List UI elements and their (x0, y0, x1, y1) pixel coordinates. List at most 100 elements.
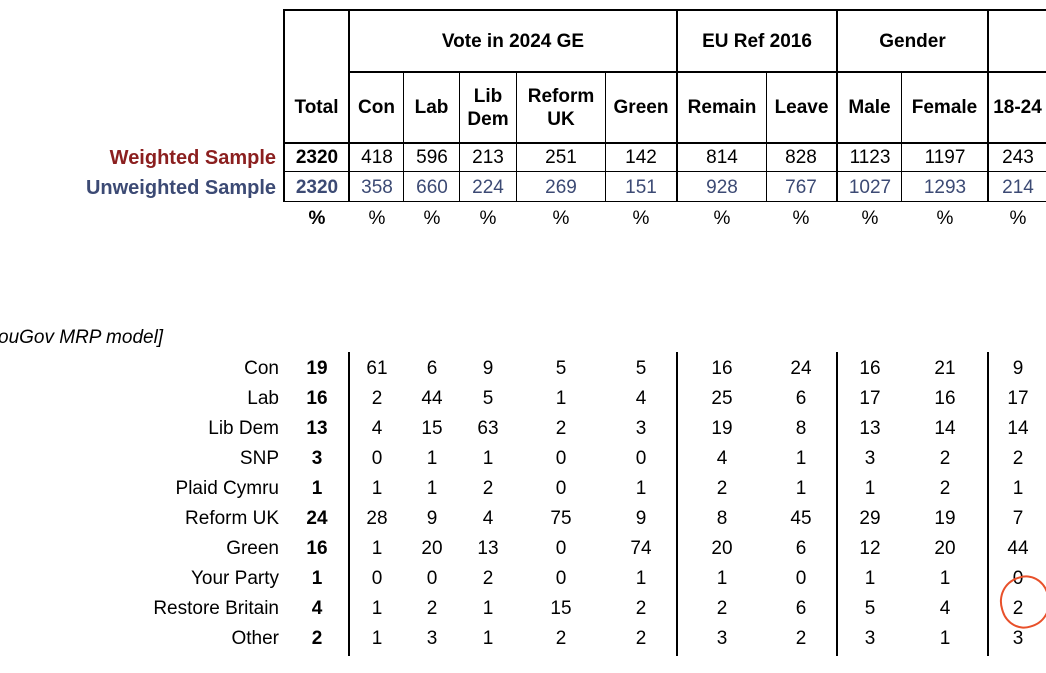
row-label: Restore Britain (153, 598, 279, 619)
table-cell: 8 (795, 418, 807, 439)
table-cell: 3 (635, 418, 647, 439)
table-cell: 2 (482, 478, 494, 499)
table-cell: 9 (635, 508, 647, 529)
weighted-cell: 142 (625, 147, 657, 168)
table-cell: 4 (371, 418, 383, 439)
table-cell: 5 (482, 388, 494, 409)
table-cell: 16 (859, 358, 881, 379)
table-cell: 1 (482, 448, 494, 469)
col-header-18-24: 18-24 (993, 97, 1042, 118)
age-divider (987, 9, 989, 202)
weighted-total: 2320 (295, 147, 339, 168)
table-cell: 13 (859, 418, 881, 439)
weighted-cell: 243 (1002, 147, 1034, 168)
col-divider (459, 72, 460, 202)
row-total: 1 (311, 478, 323, 499)
table-cell: 6 (795, 598, 807, 619)
table-cell: 61 (366, 358, 388, 379)
table-cell: 6 (426, 358, 438, 379)
row-label: Lab (247, 388, 279, 409)
row-total: 24 (306, 508, 328, 529)
col-header-con: Con (358, 97, 395, 118)
table-cell: 1 (482, 598, 494, 619)
table-cell: 20 (934, 538, 956, 559)
table-cell: 44 (421, 388, 443, 409)
table-cell: 15 (421, 418, 443, 439)
pct-total: % (308, 208, 326, 229)
table-cell: 2 (426, 598, 438, 619)
weighted-cell: 1123 (849, 147, 891, 168)
row-total: 1 (311, 568, 323, 589)
table-cell: 1 (939, 568, 951, 589)
table-cell: 19 (711, 418, 733, 439)
table-cell: 4 (635, 388, 647, 409)
col-header-remain: Remain (687, 97, 757, 118)
table-cell: 13 (477, 538, 499, 559)
weighted-sample-label: Weighted Sample (109, 147, 276, 169)
unweighted-cell: 1027 (848, 177, 892, 198)
table-cell: 1 (635, 568, 647, 589)
weighted-cell: 828 (785, 147, 817, 168)
table-cell: 4 (716, 448, 728, 469)
pct-cell: % (632, 208, 650, 229)
row-divider (283, 171, 1046, 172)
col-header-total: Total (294, 97, 339, 118)
table-cell: 14 (1007, 418, 1029, 439)
table-cell: 0 (371, 448, 383, 469)
group-divider (350, 71, 1046, 73)
header-bottom-border (283, 142, 1046, 144)
pct-cell: % (1009, 208, 1027, 229)
table-cell: 2 (716, 598, 728, 619)
table-cell: 1 (864, 568, 876, 589)
unweighted-cell: 224 (472, 177, 504, 198)
row-total: 19 (306, 358, 328, 379)
table-cell: 2 (482, 568, 494, 589)
col-header-female: Female (911, 97, 978, 118)
table-cell: 2 (1012, 598, 1024, 619)
table-cell: 5 (864, 598, 876, 619)
table-cell: 2 (371, 388, 383, 409)
col-header-male: Male (848, 97, 891, 118)
table-cell: 5 (555, 358, 567, 379)
col-header-libdem: Lib Dem (467, 85, 509, 130)
table-cell: 3 (864, 628, 876, 649)
table-cell: 5 (635, 358, 647, 379)
unweighted-cell: 269 (545, 177, 577, 198)
model-note: ouGov MRP model] (0, 327, 164, 348)
total-divider (348, 9, 350, 202)
table-cell: 74 (630, 538, 652, 559)
row-total: 16 (306, 388, 328, 409)
table-cell: 0 (555, 478, 567, 499)
table-cell: 2 (939, 478, 951, 499)
table-cell: 21 (934, 358, 956, 379)
weighted-cell: 596 (416, 147, 448, 168)
table-cell: 2 (555, 418, 567, 439)
table-cell: 20 (421, 538, 443, 559)
row-total: 2 (311, 628, 323, 649)
table-cell: 2 (555, 628, 567, 649)
row-label: Your Party (190, 568, 279, 589)
weighted-cell: 814 (706, 147, 738, 168)
unweighted-cell: 214 (1002, 177, 1034, 198)
table-cell: 1 (482, 628, 494, 649)
table-cell: 1 (371, 628, 383, 649)
col-divider (516, 72, 517, 202)
table-cell: 2 (635, 598, 647, 619)
row-label: Lib Dem (208, 418, 279, 439)
table-cell: 2 (635, 628, 647, 649)
table-cell: 16 (711, 358, 733, 379)
table-cell: 0 (555, 538, 567, 559)
table-cell: 0 (426, 568, 438, 589)
unweighted-cell: 1293 (923, 177, 967, 198)
table-cell: 4 (939, 598, 951, 619)
row-total: 16 (306, 538, 328, 559)
col-header-reform: Reform UK (527, 85, 595, 130)
pct-cell: % (423, 208, 441, 229)
col-divider (766, 72, 767, 202)
data-age-divider (987, 352, 989, 656)
table-cell: 29 (859, 508, 881, 529)
data-total-divider (348, 352, 350, 656)
table-cell: 14 (934, 418, 956, 439)
pct-cell: % (861, 208, 879, 229)
table-cell: 12 (859, 538, 881, 559)
